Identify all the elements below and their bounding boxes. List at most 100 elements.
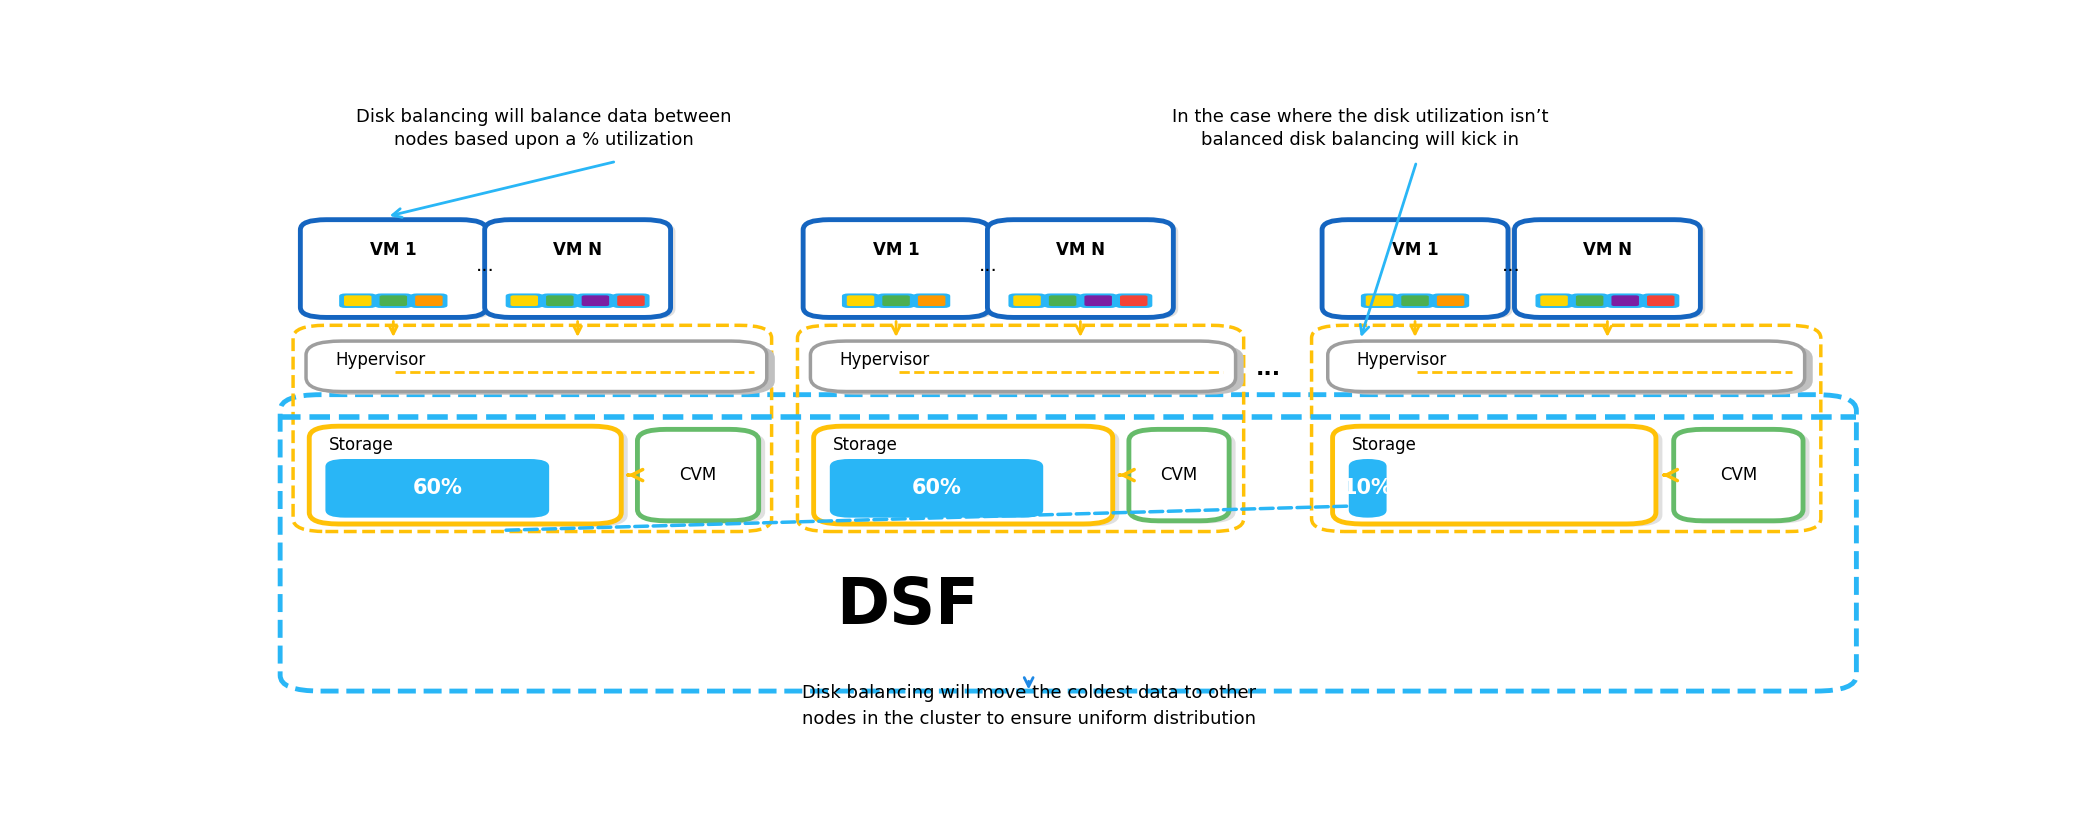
Text: DSF: DSF <box>836 575 978 637</box>
Text: CVM: CVM <box>680 466 718 484</box>
FancyBboxPatch shape <box>578 293 613 308</box>
FancyBboxPatch shape <box>300 219 486 318</box>
FancyBboxPatch shape <box>1043 293 1081 308</box>
FancyBboxPatch shape <box>315 344 774 395</box>
FancyBboxPatch shape <box>1673 429 1802 521</box>
Text: Disk balancing will move the coldest data to other
nodes in the cluster to ensur: Disk balancing will move the coldest dat… <box>801 684 1256 728</box>
FancyBboxPatch shape <box>415 296 442 306</box>
FancyBboxPatch shape <box>1571 293 1608 308</box>
Text: Storage: Storage <box>832 436 897 454</box>
FancyBboxPatch shape <box>1327 222 1512 319</box>
FancyBboxPatch shape <box>1612 296 1640 306</box>
FancyBboxPatch shape <box>882 296 909 306</box>
FancyBboxPatch shape <box>914 293 951 308</box>
FancyBboxPatch shape <box>307 341 768 391</box>
FancyBboxPatch shape <box>1539 296 1569 306</box>
FancyBboxPatch shape <box>1129 429 1229 521</box>
FancyBboxPatch shape <box>1350 459 1387 518</box>
Text: In the case where the disk utilization isn’t
balanced disk balancing will kick i: In the case where the disk utilization i… <box>1172 108 1548 149</box>
Text: ...: ... <box>978 256 997 275</box>
FancyBboxPatch shape <box>814 426 1112 524</box>
Text: VM N: VM N <box>1056 241 1106 259</box>
Text: VM 1: VM 1 <box>872 241 920 259</box>
FancyBboxPatch shape <box>1135 432 1235 523</box>
FancyBboxPatch shape <box>807 222 993 319</box>
FancyBboxPatch shape <box>325 459 549 518</box>
FancyBboxPatch shape <box>1327 341 1804 391</box>
FancyBboxPatch shape <box>1323 219 1508 318</box>
FancyBboxPatch shape <box>820 428 1120 527</box>
FancyBboxPatch shape <box>1606 293 1644 308</box>
FancyBboxPatch shape <box>1116 293 1151 308</box>
Text: CVM: CVM <box>1160 466 1197 484</box>
Text: VM N: VM N <box>1583 241 1631 259</box>
Text: 60%: 60% <box>413 478 463 498</box>
FancyBboxPatch shape <box>613 293 649 308</box>
FancyBboxPatch shape <box>375 293 411 308</box>
Text: VM N: VM N <box>553 241 603 259</box>
Text: VM 1: VM 1 <box>369 241 417 259</box>
Text: Hypervisor: Hypervisor <box>1356 351 1448 369</box>
FancyBboxPatch shape <box>540 293 578 308</box>
FancyBboxPatch shape <box>505 293 542 308</box>
FancyBboxPatch shape <box>1366 296 1393 306</box>
FancyBboxPatch shape <box>1008 293 1045 308</box>
FancyBboxPatch shape <box>309 426 622 524</box>
FancyBboxPatch shape <box>918 296 945 306</box>
FancyBboxPatch shape <box>847 296 874 306</box>
FancyBboxPatch shape <box>1335 344 1813 395</box>
FancyBboxPatch shape <box>878 293 914 308</box>
FancyBboxPatch shape <box>344 296 371 306</box>
Text: ...: ... <box>476 256 494 275</box>
FancyBboxPatch shape <box>305 222 490 319</box>
FancyBboxPatch shape <box>987 219 1172 318</box>
FancyBboxPatch shape <box>411 293 448 308</box>
Text: CVM: CVM <box>1719 466 1756 484</box>
FancyBboxPatch shape <box>1648 296 1675 306</box>
FancyBboxPatch shape <box>340 293 375 308</box>
FancyBboxPatch shape <box>547 296 574 306</box>
FancyBboxPatch shape <box>1014 296 1041 306</box>
FancyBboxPatch shape <box>638 429 759 521</box>
FancyBboxPatch shape <box>1535 293 1573 308</box>
Text: Hypervisor: Hypervisor <box>839 351 930 369</box>
FancyBboxPatch shape <box>490 222 676 319</box>
FancyBboxPatch shape <box>1333 426 1656 524</box>
FancyBboxPatch shape <box>1431 293 1469 308</box>
FancyBboxPatch shape <box>511 296 538 306</box>
FancyBboxPatch shape <box>315 428 628 527</box>
FancyBboxPatch shape <box>1339 428 1663 527</box>
Text: VM 1: VM 1 <box>1391 241 1439 259</box>
FancyBboxPatch shape <box>1081 293 1116 308</box>
FancyBboxPatch shape <box>1120 296 1147 306</box>
FancyBboxPatch shape <box>1679 432 1809 523</box>
FancyBboxPatch shape <box>809 341 1235 391</box>
FancyBboxPatch shape <box>582 296 609 306</box>
FancyBboxPatch shape <box>818 344 1243 395</box>
FancyBboxPatch shape <box>993 222 1179 319</box>
FancyBboxPatch shape <box>1575 296 1604 306</box>
FancyBboxPatch shape <box>1085 296 1112 306</box>
Text: ...: ... <box>1502 256 1521 275</box>
Text: Storage: Storage <box>1352 436 1416 454</box>
FancyBboxPatch shape <box>843 293 878 308</box>
FancyBboxPatch shape <box>484 219 670 318</box>
FancyBboxPatch shape <box>380 296 407 306</box>
Text: 10%: 10% <box>1343 478 1393 498</box>
FancyBboxPatch shape <box>1437 296 1464 306</box>
Text: ...: ... <box>1256 360 1281 379</box>
FancyBboxPatch shape <box>1519 222 1704 319</box>
Text: Disk balancing will balance data between
nodes based upon a % utilization: Disk balancing will balance data between… <box>357 108 732 149</box>
Text: Storage: Storage <box>330 436 394 454</box>
FancyBboxPatch shape <box>803 219 989 318</box>
FancyBboxPatch shape <box>830 459 1043 518</box>
FancyBboxPatch shape <box>1642 293 1679 308</box>
FancyBboxPatch shape <box>617 296 645 306</box>
FancyBboxPatch shape <box>1514 219 1700 318</box>
FancyBboxPatch shape <box>645 432 766 523</box>
FancyBboxPatch shape <box>1396 293 1433 308</box>
Text: 60%: 60% <box>912 478 962 498</box>
Text: Hypervisor: Hypervisor <box>336 351 426 369</box>
FancyBboxPatch shape <box>1360 293 1398 308</box>
FancyBboxPatch shape <box>1402 296 1429 306</box>
